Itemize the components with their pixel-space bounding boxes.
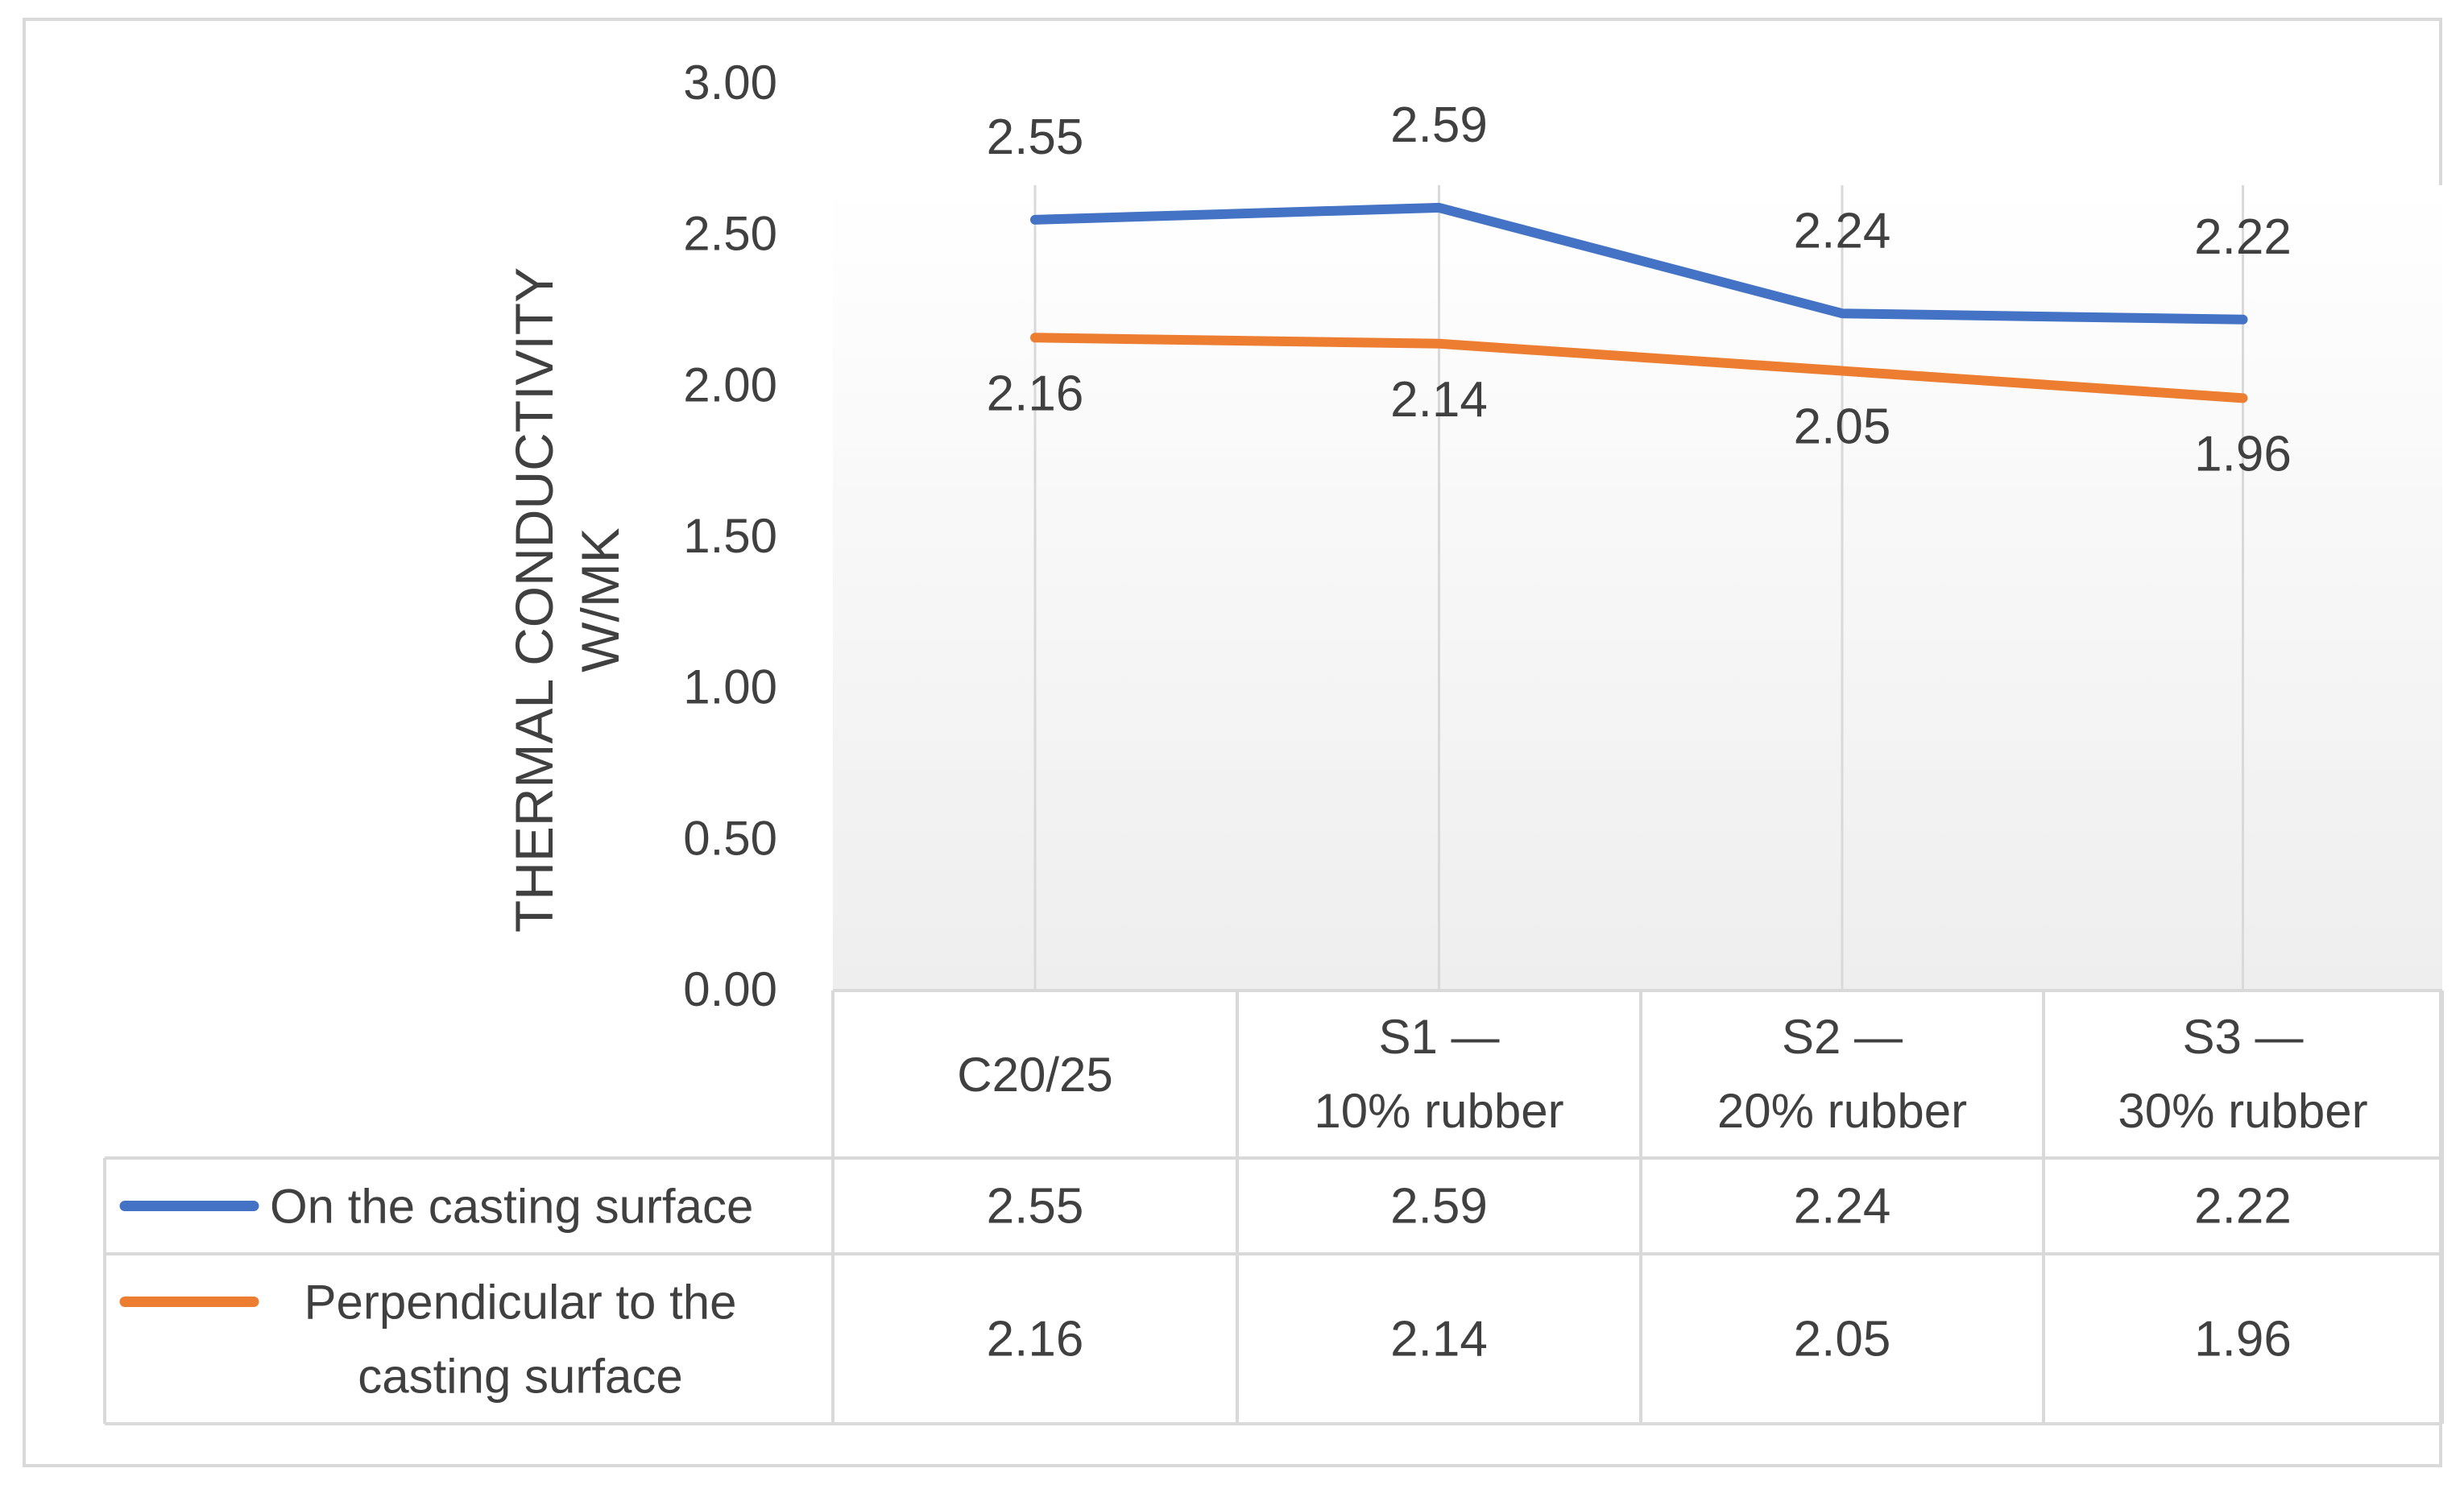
y-tick-label: 3.00 [683, 56, 777, 110]
plot-area [833, 185, 2442, 991]
table-cell-value: 2.55 [987, 1179, 1084, 1235]
table-cell-value: 2.14 [1390, 1312, 1488, 1367]
data-label: 2.16 [987, 366, 1084, 421]
table-cell-value: 1.96 [2194, 1312, 2292, 1367]
y-tick-label: 2.00 [683, 358, 777, 412]
data-label: 2.55 [987, 110, 1084, 165]
data-label: 2.05 [1794, 399, 1891, 455]
y-tick-label: 1.50 [683, 509, 777, 563]
table-cell-value: 2.05 [1794, 1312, 1891, 1367]
data-label: 1.96 [2194, 426, 2292, 482]
series-lines [1030, 202, 2248, 403]
gridlines [1033, 185, 2244, 991]
table-cell-value: 2.16 [987, 1312, 1084, 1367]
x-category-label: C20/25 [957, 1048, 1112, 1102]
x-category-label: S2 —20% rubber [1717, 1010, 1967, 1138]
series-name: On the casting surface [270, 1180, 753, 1234]
data-label: 2.22 [2194, 209, 2292, 265]
y-tick-label: 1.00 [683, 660, 777, 714]
series-line [1030, 333, 2248, 403]
series-line [1030, 202, 2248, 325]
y-tick-label: 0.00 [683, 962, 777, 1016]
data-label: 2.14 [1390, 372, 1488, 428]
data-label: 2.59 [1390, 97, 1488, 153]
data-label: 2.24 [1794, 203, 1891, 259]
table-cell-value: 2.24 [1794, 1179, 1891, 1235]
y-tick-label: 2.50 [683, 207, 777, 261]
y-tick-label: 0.50 [683, 811, 777, 865]
table-cell-value: 2.59 [1390, 1179, 1488, 1235]
y-axis-title: THERMAL CONDUCTIVITY W/MK [504, 267, 630, 933]
x-category-label: S1 —10% rubber [1314, 1010, 1563, 1138]
x-category-label: S3 —30% rubber [2118, 1010, 2367, 1138]
table-cell-value: 2.22 [2194, 1179, 2292, 1235]
data-table: C20/25 S1 —10% rubber S2 —20% rubber S3 —30… [103, 989, 2444, 1425]
y-axis: 0.00 0.50 1.00 1.50 2.00 2.50 3.00 THERMAL COND… [504, 56, 777, 1016]
data-labels: 2.55 2.59 2.24 2.22 2.16 2.14 2.05 1.96 [987, 97, 2292, 482]
series-name: Perpendicular to the casting surface [304, 1276, 736, 1404]
